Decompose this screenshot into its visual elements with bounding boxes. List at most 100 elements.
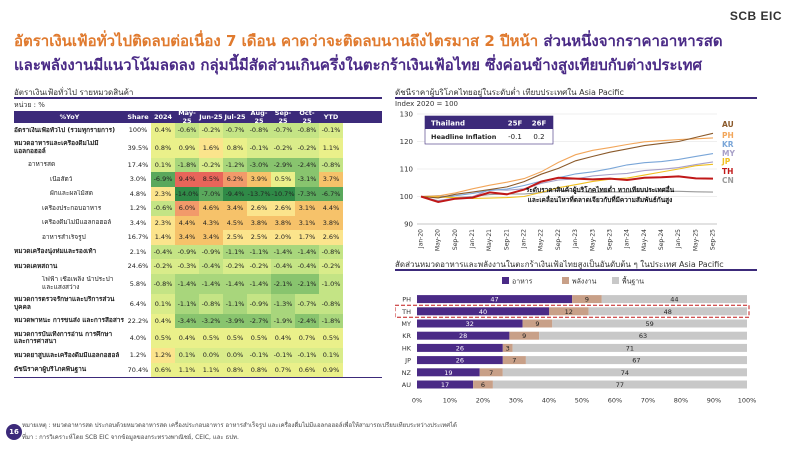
series-line-ph	[420, 137, 714, 198]
table-cell: 0.4%	[175, 328, 199, 348]
row-label: อัตราเงินเฟ้อทั่วไป (รวมทุกรายการ)	[14, 126, 116, 134]
table-cell: 0.8%	[247, 362, 271, 377]
table-cell: 3.1%	[295, 201, 319, 216]
table-cell: 1.7%	[295, 230, 319, 245]
table-cell: -9.4%	[223, 186, 247, 201]
table-cell: 1.4%	[151, 230, 175, 245]
legend-label: พื้นฐาน	[622, 275, 644, 286]
bar-value-label: 3	[506, 344, 510, 352]
left-section-title: อัตราเงินเฟ้อทั่วไป รายหมวดสินค้า	[14, 88, 134, 97]
table-cell: -10.7%	[271, 186, 295, 201]
table-cell: 0.7%	[295, 328, 319, 348]
bar-segment	[509, 331, 540, 340]
table-cell: -6.7%	[319, 186, 343, 201]
table-cell: -0.8%	[319, 244, 343, 259]
x-tick-label: Jan-24	[624, 229, 631, 249]
row-label: อาหารสำเร็จรูป	[42, 233, 86, 241]
table-cell: 6.0%	[175, 201, 199, 216]
bar-segment	[417, 368, 480, 377]
table-cell: 0.6%	[295, 362, 319, 377]
row-label: เครื่องดื่มไม่มีแอลกอฮอล์	[42, 219, 112, 226]
x-tick-label: Jan-25	[675, 229, 682, 249]
x-tick-label: 80%	[674, 397, 688, 405]
bar-value-label: 74	[621, 369, 629, 377]
bar-value-label: 48	[664, 308, 672, 316]
x-tick-label: Sep-25	[710, 229, 717, 250]
x-tick-label: Jan-23	[572, 229, 579, 249]
table-cell: -0.9%	[199, 244, 223, 259]
legend-swatch	[562, 277, 569, 284]
table-cell: -7.3%	[295, 186, 319, 201]
left-section-rule	[14, 97, 382, 99]
table-cell: -13.7%	[247, 186, 271, 201]
table-header-cell: Oct-25	[299, 109, 315, 125]
table-header-cell: Jun-25	[199, 113, 223, 121]
bar-segment	[502, 356, 526, 365]
table-cell: -1.4%	[295, 244, 319, 259]
table-row: อัตราเงินเฟ้อทั่วไป (รวมทุกรายการ) 100% 0.…	[14, 123, 382, 138]
brand-logo: SCB EIC	[729, 9, 782, 23]
y-tick-label: 100	[400, 193, 413, 201]
table-row: ไฟฟ้า เชื้อเพลิง น้ำประปาและแสงสว่าง 5.8%…	[14, 273, 382, 294]
table-cell: -1.2%	[223, 157, 247, 172]
table-cell: 4.3%	[199, 215, 223, 230]
table-cell: -1.3%	[271, 293, 295, 314]
table-cell: -0.4%	[151, 244, 175, 259]
table-row: หมวดเครื่องนุ่งห่มและรองเท้า 2.1% -0.4% -0.…	[14, 244, 382, 259]
table-row: หมวดอาหารและเครื่องดื่มไม่มีแอลกอฮอล์ 39.…	[14, 137, 382, 158]
table-cell: 3.0%	[129, 175, 147, 184]
table-cell: 100%	[128, 126, 148, 135]
category-label: PH	[402, 296, 411, 304]
table-cell: 2.6%	[319, 230, 343, 245]
category-label: HK	[402, 344, 412, 352]
series-line-au	[420, 132, 714, 199]
bar-value-label: 19	[444, 369, 452, 377]
table-cell: 0.9%	[319, 362, 343, 377]
row-label: อาหารสด	[28, 161, 56, 168]
table-cell: 3.8%	[247, 215, 271, 230]
row-label: เนื้อสัตว์	[50, 175, 73, 183]
right-top-rule	[395, 97, 757, 99]
table-cell: 0.8%	[151, 137, 175, 158]
table-cell: -0.9%	[247, 293, 271, 314]
table-row: หมวดการตรวจรักษาและบริการส่วนบุคคล 6.4% 0.…	[14, 293, 382, 314]
table-bottom-rule	[14, 377, 382, 378]
bar-value-label: 71	[626, 344, 634, 352]
bar-segment	[549, 307, 589, 316]
legend-swatch	[502, 277, 509, 284]
table-cell: 0.5%	[199, 328, 223, 348]
table-cell: 0.9%	[175, 137, 199, 158]
table-cell: 22.2%	[127, 316, 149, 325]
series-label-au: AU	[722, 120, 734, 129]
bar-segment	[572, 295, 602, 304]
y-tick-label: 120	[400, 138, 413, 146]
table-cell: -1.8%	[319, 313, 343, 328]
table-cell: -0.4%	[271, 259, 295, 274]
bar-segment	[525, 356, 747, 365]
table-header-cell: Sep-25	[274, 109, 292, 125]
table-cell: -0.3%	[175, 259, 199, 274]
table-cell: 2.1%	[129, 247, 147, 256]
bar-value-label: 26	[456, 344, 464, 352]
table-cell: 1.2%	[129, 351, 147, 360]
inflation-table: %YoY Share 2024 May-25 Jun-25 Jul-25 Aug-25 Sep…	[14, 109, 382, 378]
table-row: ผักและผลไม้สด 4.8% 2.3% -14.0% -7.0% -9.4% -13…	[14, 186, 382, 201]
table-cell: 4.0%	[129, 334, 147, 342]
table-cell: -1.1%	[223, 293, 247, 314]
bar-value-label: 44	[670, 296, 678, 304]
legend-label: พลังงาน	[572, 278, 597, 286]
table-cell: 3.4%	[175, 230, 199, 245]
category-label: MY	[401, 320, 411, 328]
table-cell: -14.0%	[175, 186, 199, 201]
table-cell: -0.2%	[271, 137, 295, 158]
table-row: เนื้อสัตว์ 3.0% -6.9% 9.4% 8.5% 6.2% 3.9% 0.5% -…	[14, 172, 382, 187]
table-header: %YoY Share 2024 May-25 Jun-25 Jul-25 Aug-25 Sep…	[14, 109, 382, 125]
headline-line-1: อัตราเงินเฟ้อทั่วไปติดลบต่อเนื่อง 7 เดือ…	[14, 30, 784, 52]
table-cell: 1.1%	[175, 362, 199, 377]
bar-value-label: 32	[466, 320, 474, 328]
series-label-kr: KR	[722, 140, 734, 149]
bar-segment	[502, 368, 747, 377]
bar-segment	[417, 380, 474, 389]
table-cell: 0.1%	[319, 348, 343, 363]
row-label: ผักและผลไม้สด	[50, 190, 93, 197]
